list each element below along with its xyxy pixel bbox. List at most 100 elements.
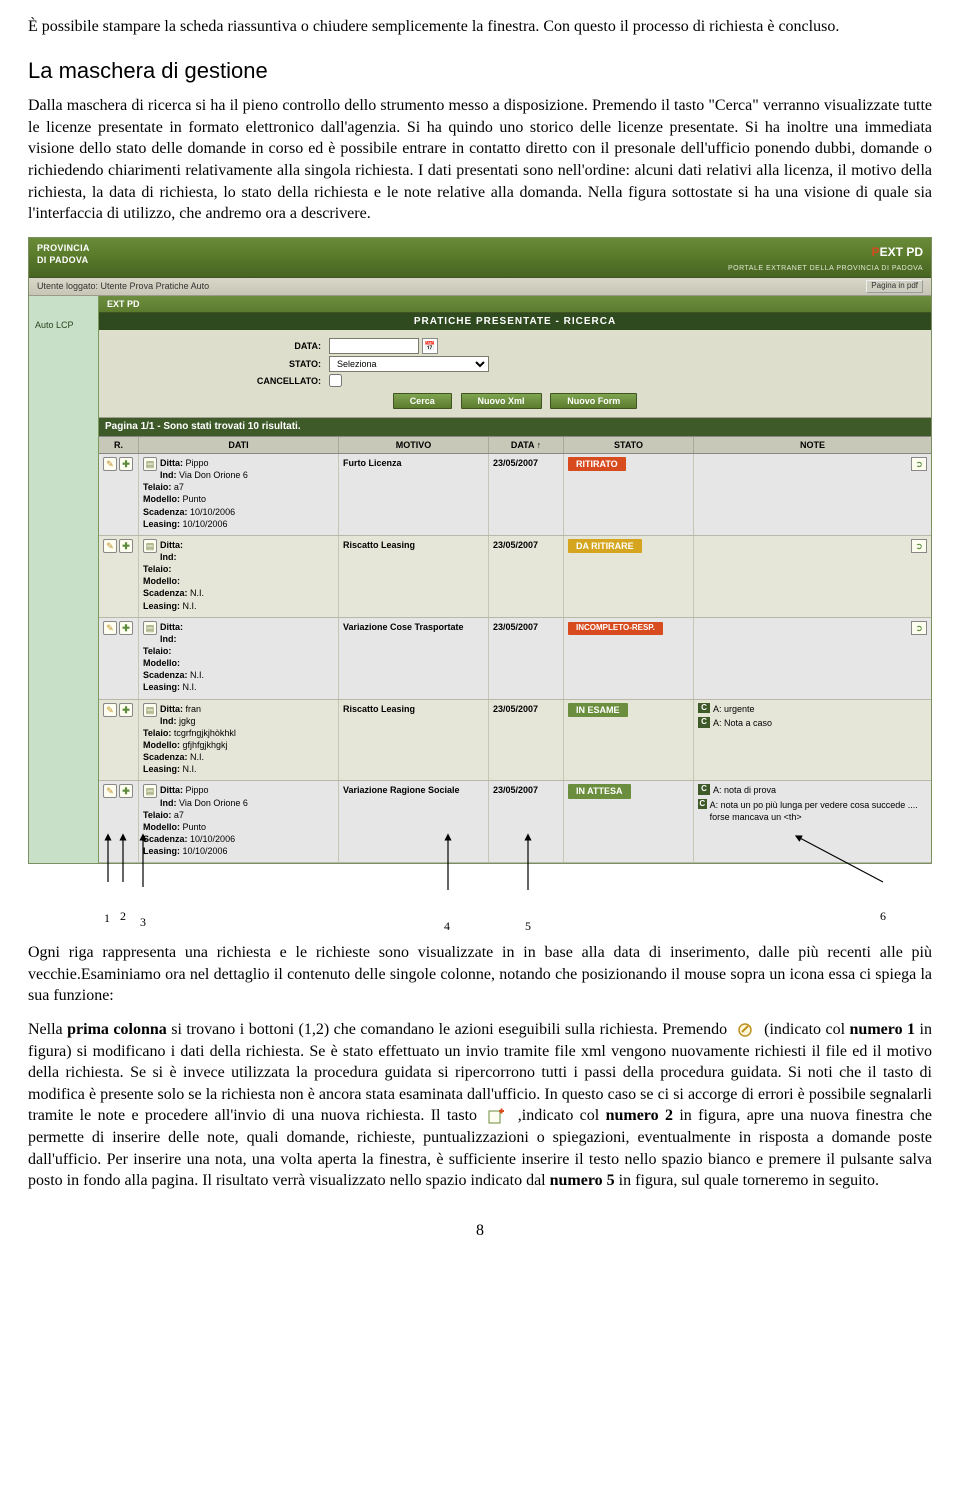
- add-note-icon[interactable]: ✚: [119, 457, 133, 471]
- stato-select[interactable]: Seleziona: [329, 356, 489, 372]
- portal-subtitle: PORTALE EXTRANET DELLA PROVINCIA DI PADO…: [728, 264, 923, 273]
- table-row: ✎✚▤Ditta: PippoInd: Via Don Orione 6Tela…: [99, 781, 931, 863]
- t4b: prima colonna: [67, 1021, 167, 1038]
- t4j: numero 5: [550, 1172, 615, 1189]
- hdr-stato: STATO: [564, 437, 694, 453]
- screenshot-container: PROVINCIA DI PADOVA PEXT PD PORTALE EXTR…: [28, 237, 932, 864]
- row-detail-icon[interactable]: ➲: [911, 621, 927, 635]
- calendar-icon[interactable]: 📅: [422, 338, 438, 354]
- dati-line: Ditta: Pippo: [143, 784, 334, 796]
- status-badge: INCOMPLETO-RESP.: [568, 622, 663, 635]
- row-actions: ✎✚: [99, 781, 139, 862]
- note-cell: CA: urgenteCA: Nota a caso: [694, 700, 931, 781]
- document-icon: ▤: [143, 621, 157, 635]
- edit-icon[interactable]: ✎: [103, 784, 117, 798]
- dati-line: Leasing: N.I.: [143, 600, 334, 612]
- label-4: 4: [444, 918, 450, 934]
- nuovo-xml-button[interactable]: Nuovo Xml: [461, 393, 542, 409]
- gestione-paragraph: Dalla maschera di ricerca si ha il pieno…: [28, 95, 932, 225]
- t4e: numero 1: [850, 1021, 916, 1038]
- add-note-icon: [487, 1108, 507, 1126]
- table-row: ✎✚▤Ditta:Ind:Telaio:Modello:Scadenza: N.…: [99, 618, 931, 700]
- dati-line: Modello:: [143, 657, 334, 669]
- hdr-note: NOTE: [694, 437, 931, 453]
- motivo-cell: Variazione Ragione Sociale: [339, 781, 489, 862]
- note-text: A: Nota a caso: [713, 717, 772, 729]
- note-badge: C: [698, 717, 710, 728]
- data-input[interactable]: [329, 338, 419, 354]
- sidebar: Auto LCP: [29, 296, 99, 864]
- portal-screenshot: PROVINCIA DI PADOVA PEXT PD PORTALE EXTR…: [28, 237, 932, 864]
- edit-icon[interactable]: ✎: [103, 457, 117, 471]
- dati-line: Ind: jgkg: [143, 715, 334, 727]
- dati-line: Telaio:: [143, 645, 334, 657]
- edit-icon[interactable]: ✎: [103, 539, 117, 553]
- edit-icon[interactable]: ✎: [103, 703, 117, 717]
- dati-line: Modello: Punto: [143, 493, 334, 505]
- hdr-r: R.: [99, 437, 139, 453]
- user-logged-label: Utente loggato: Utente Prova Pratiche Au…: [37, 280, 209, 293]
- label-1: 1: [104, 910, 110, 926]
- label-2: 2: [120, 908, 126, 924]
- note-badge: C: [698, 784, 710, 795]
- search-form: DATA: 📅 STATO: Seleziona CANCELLATO:: [99, 330, 931, 418]
- data-cell: 23/05/2007: [489, 536, 564, 617]
- table-row: ✎✚ ▤Ditta: PippoInd: Via Don Orione 6Tela…: [99, 454, 931, 536]
- add-note-icon[interactable]: ✚: [119, 621, 133, 635]
- t4c: si trovano i bottoni (1,2) che comandano…: [167, 1021, 732, 1038]
- dati-line: Telaio:: [143, 563, 334, 575]
- dati-line: Ditta: Pippo: [143, 457, 334, 469]
- dati-line: Scadenza: 10/10/2006: [143, 833, 334, 845]
- note-line: CA: nota di prova: [698, 784, 927, 796]
- table-header: R. DATI MOTIVO DATA ↑ STATO NOTE: [99, 436, 931, 454]
- document-icon: ▤: [143, 784, 157, 798]
- add-note-icon[interactable]: ✚: [119, 784, 133, 798]
- page-title-bar: PRATICHE PRESENTATE - RICERCA: [99, 313, 931, 331]
- edit-icon[interactable]: ✎: [103, 621, 117, 635]
- cancellato-checkbox[interactable]: [329, 374, 342, 387]
- note-badge: C: [698, 703, 710, 714]
- note-line: CA: Nota a caso: [698, 717, 927, 729]
- pdf-button[interactable]: Pagina in pdf: [866, 280, 923, 293]
- table-body: ✎✚▤Ditta: PippoInd: Via Don Orione 6Tela…: [99, 454, 931, 863]
- add-note-icon[interactable]: ✚: [119, 539, 133, 553]
- motivo-cell: Furto Licenza: [339, 454, 489, 535]
- dati-line: Scadenza: 10/10/2006: [143, 506, 334, 518]
- status-badge: DA RITIRARE: [568, 539, 642, 553]
- cerca-button[interactable]: Cerca: [393, 393, 452, 409]
- dati-line: Scadenza: N.I.: [143, 587, 334, 599]
- stato-cell: IN ATTESA: [564, 781, 694, 862]
- row-detail-icon[interactable]: ➲: [911, 457, 927, 471]
- sidebar-item-auto[interactable]: Auto LCP: [29, 316, 98, 334]
- status-badge: IN ESAME: [568, 703, 628, 717]
- document-icon: ▤: [143, 457, 157, 471]
- edit-icon: [736, 1021, 756, 1039]
- dati-cell: ▤Ditta: PippoInd: Via Don Orione 6Telaio…: [139, 454, 339, 535]
- motivo-cell: Riscatto Leasing: [339, 700, 489, 781]
- t4g: ,indicato col: [518, 1107, 606, 1124]
- note-cell: ➲: [694, 618, 931, 699]
- dati-line: Ind: Via Don Orione 6: [143, 797, 334, 809]
- row-detail-icon[interactable]: ➲: [911, 539, 927, 553]
- nuovo-form-button[interactable]: Nuovo Form: [550, 393, 637, 409]
- note-cell: ➲: [694, 536, 931, 617]
- t4a: Nella: [28, 1021, 67, 1038]
- dati-cell: ▤Ditta: franInd: jgkgTelaio: tcgrfngjkjh…: [139, 700, 339, 781]
- dati-line: Telaio: tcgrfngjkjhòkhkl: [143, 727, 334, 739]
- dati-line: Leasing: N.I.: [143, 681, 334, 693]
- stato-label: STATO:: [99, 358, 329, 370]
- dati-cell: ▤Ditta:Ind:Telaio:Modello:Scadenza: N.I.…: [139, 536, 339, 617]
- page-number: 8: [28, 1220, 932, 1242]
- dati-line: Leasing: 10/10/2006: [143, 518, 334, 530]
- dati-line: Modello: Punto: [143, 821, 334, 833]
- add-note-icon[interactable]: ✚: [119, 703, 133, 717]
- status-badge: RITIRATO: [568, 457, 626, 471]
- note-cell: ➲: [694, 454, 931, 535]
- document-icon: ▤: [143, 703, 157, 717]
- dati-line: Scadenza: N.I.: [143, 751, 334, 763]
- data-cell: 23/05/2007: [489, 618, 564, 699]
- stato-cell: DA RITIRARE: [564, 536, 694, 617]
- ext-bar: EXT PD: [99, 296, 931, 313]
- dati-cell: ▤Ditta: PippoInd: Via Don Orione 6Telaio…: [139, 781, 339, 862]
- note-cell: CA: nota di provaCA: nota un po più lung…: [694, 781, 931, 862]
